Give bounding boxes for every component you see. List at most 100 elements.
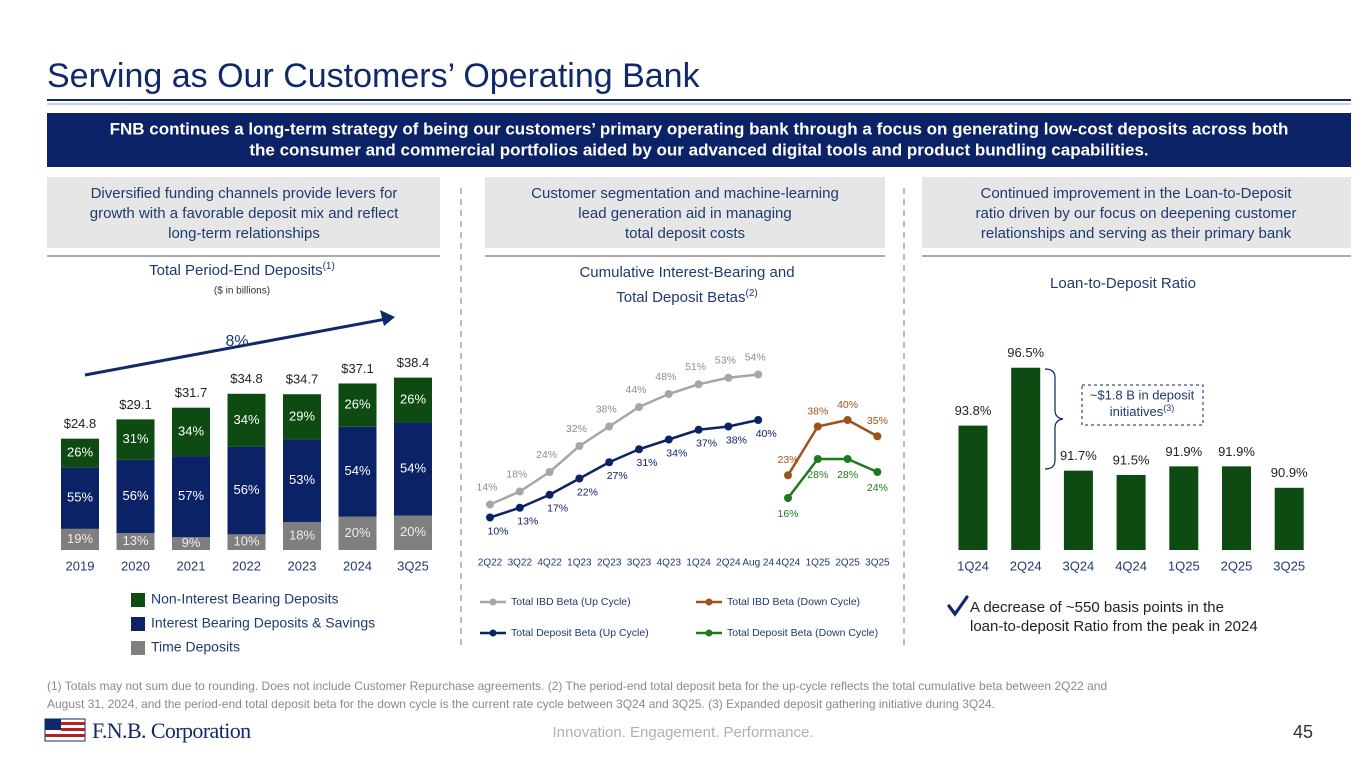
x-tick-label: 1Q24 — [686, 558, 711, 569]
point-label: 38% — [596, 403, 617, 415]
chart-title: Total Deposit Betas(2) — [616, 288, 757, 306]
panel-text: long-term relationships — [168, 225, 320, 242]
bar-segment — [394, 377, 432, 423]
chart-title: Total Period-End Deposits(1) — [149, 261, 335, 279]
bar-segment — [61, 467, 99, 529]
chart-subtitle: ($ in billions) — [214, 286, 270, 297]
legend-swatch — [131, 593, 145, 607]
chart-title-note: (1) — [323, 261, 335, 272]
panel-text: Customer segmentation and machine-learni… — [531, 185, 839, 202]
total-label: $34.7 — [286, 372, 319, 387]
series-line — [489, 418, 759, 519]
series-point — [813, 455, 822, 463]
x-tick-label: 2Q24 — [1010, 558, 1042, 573]
series-point — [605, 458, 614, 467]
series-point — [515, 487, 524, 496]
x-tick-label: 4Q22 — [537, 558, 562, 569]
x-tick-label: 2024 — [343, 558, 372, 573]
bar-segment — [227, 393, 266, 447]
series-point — [605, 422, 614, 431]
x-tick-label: 2Q24 — [716, 558, 741, 569]
value-label: 90.9% — [1271, 465, 1308, 480]
chart-title: Cumulative Interest-Bearing and — [579, 264, 794, 281]
x-tick-label: 3Q22 — [508, 558, 533, 569]
point-label: 28% — [837, 469, 858, 481]
series-point — [843, 416, 852, 424]
point-label: 35% — [867, 415, 888, 427]
banner-text: FNB continues a long-term strategy of be… — [110, 119, 1289, 138]
point-label: 32% — [566, 423, 587, 435]
point-label: 24% — [867, 482, 888, 494]
bar — [1222, 466, 1251, 550]
segment-label: 26% — [400, 391, 426, 406]
segment-label: 18% — [289, 527, 315, 542]
logo-flag — [44, 718, 86, 742]
series-point — [575, 474, 584, 483]
bar — [1274, 487, 1304, 550]
series-line — [786, 418, 878, 476]
bar-segment — [394, 515, 432, 550]
point-label: 14% — [476, 481, 497, 493]
total-label: $38.4 — [397, 355, 430, 370]
legend-label: Total Deposit Beta (Down Cycle) — [727, 627, 878, 639]
x-tick-label: 2020 — [121, 558, 150, 573]
segment-label: 57% — [178, 488, 204, 503]
slide-title: Serving as Our Customers’ Operating Bank — [47, 57, 701, 95]
point-label: 23% — [777, 454, 798, 466]
bar-segment — [338, 516, 377, 550]
point-label: 17% — [547, 503, 568, 515]
series-point — [635, 445, 643, 454]
point-label: 31% — [636, 457, 657, 469]
segment-label: 55% — [67, 490, 93, 505]
series-point — [784, 471, 792, 480]
x-tick-label: 2Q25 — [835, 558, 860, 569]
point-label: 54% — [745, 351, 766, 363]
bar-segment — [172, 537, 210, 550]
x-tick-label: 2021 — [177, 558, 206, 573]
panel-text: growth with a favorable deposit mix and … — [90, 205, 399, 222]
point-label: 38% — [726, 434, 747, 446]
point-label: 51% — [685, 361, 706, 373]
annotation-note: (3) — [1163, 403, 1174, 413]
series-point — [664, 390, 673, 398]
x-tick-label: Aug 24 — [742, 558, 774, 569]
total-label: $29.1 — [119, 397, 152, 412]
point-label: 44% — [625, 384, 646, 396]
segment-label: 56% — [233, 482, 259, 497]
legend-label: Total IBD Beta (Down Cycle) — [727, 596, 860, 608]
point-label: 18% — [506, 468, 527, 480]
series-point — [486, 513, 494, 522]
bar-segment — [338, 426, 377, 517]
panel-text: Continued improvement in the Loan-to-Dep… — [980, 185, 1292, 202]
series-point — [843, 455, 852, 463]
total-label: $31.7 — [175, 385, 208, 400]
bar-segment — [283, 439, 321, 522]
point-label: 40% — [756, 428, 777, 440]
x-tick-label: 3Q25 — [1273, 558, 1305, 573]
segment-label: 54% — [344, 463, 370, 478]
x-tick-label: 2Q25 — [1221, 558, 1253, 573]
legend-label: Interest Bearing Deposits & Savings — [151, 615, 375, 631]
segment-label: 10% — [233, 534, 259, 549]
series-point — [575, 442, 584, 450]
bar-segment — [61, 528, 99, 550]
value-label: 91.5% — [1113, 452, 1150, 467]
x-tick-label: 3Q24 — [1062, 558, 1094, 573]
footnote-text: August 31, 2024, and the period-end tota… — [47, 697, 995, 711]
panel-text: lead generation aid in managing — [578, 205, 792, 222]
series-point — [873, 432, 882, 441]
x-tick-label: 2Q23 — [597, 558, 622, 569]
bar — [958, 425, 988, 550]
annotation-text: initiatives(3) — [1110, 403, 1174, 419]
panel-box — [47, 177, 440, 248]
series-point — [813, 422, 822, 431]
series-point — [635, 403, 643, 411]
x-tick-label: 3Q25 — [865, 558, 890, 569]
point-label: 13% — [517, 516, 538, 528]
value-label: 91.7% — [1060, 448, 1097, 463]
x-tick-label: 2Q22 — [478, 558, 503, 569]
bar-segment — [283, 394, 321, 440]
segment-label: 20% — [400, 524, 426, 539]
bar-segment — [338, 383, 377, 427]
